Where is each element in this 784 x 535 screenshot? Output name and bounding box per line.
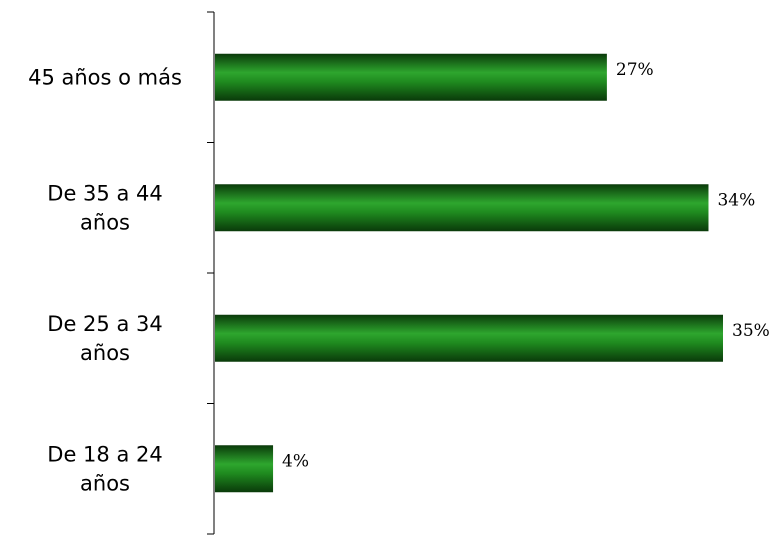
bar — [215, 445, 274, 493]
bar — [215, 184, 709, 232]
category-label-line: años — [80, 471, 130, 495]
category-label-line: años — [80, 341, 130, 365]
category-label: De 18 a 24 años — [47, 442, 162, 495]
bar — [215, 314, 723, 362]
category-label-line: De 25 a 34 — [47, 312, 162, 336]
data-label: 35% — [732, 321, 770, 341]
data-label: 34% — [717, 190, 755, 210]
category-label: 45 años o más — [28, 65, 182, 89]
category-label-line: 45 años o más — [28, 65, 182, 89]
category-label-line: De 35 a 44 — [47, 181, 162, 205]
category-label: De 35 a 44 años — [47, 181, 162, 234]
category-label-line: De 18 a 24 — [47, 442, 162, 466]
data-label: 27% — [616, 60, 654, 80]
bar — [215, 53, 607, 101]
data-label: 4% — [282, 451, 309, 471]
category-label: De 25 a 34 años — [47, 312, 162, 365]
category-label-line: años — [80, 210, 130, 234]
